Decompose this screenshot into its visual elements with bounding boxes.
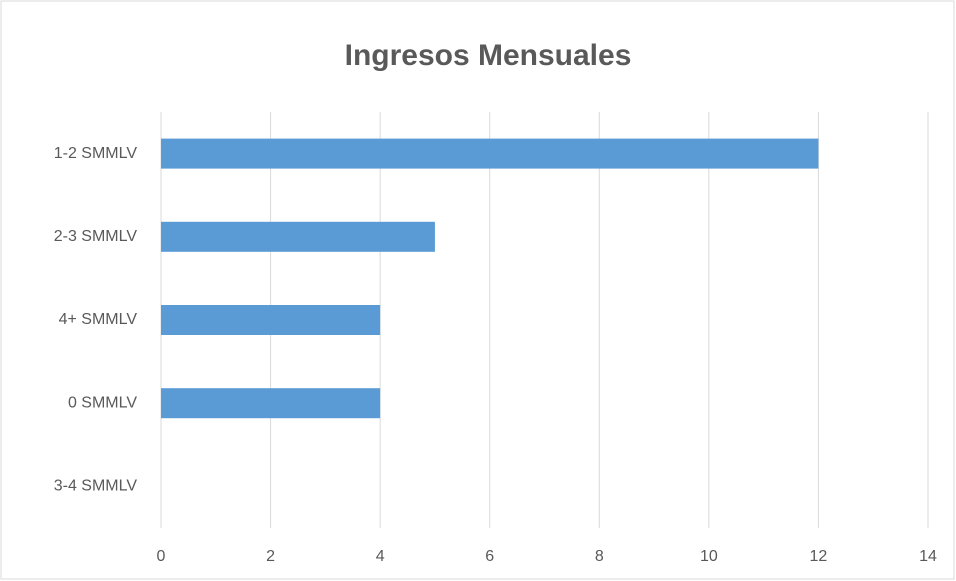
chart-title: Ingresos Mensuales [345,39,632,72]
x-tick-label: 10 [700,548,718,565]
bar [161,138,819,169]
y-tick-label: 0 SMMLV [68,394,137,411]
x-tick-label: 2 [266,548,275,565]
y-tick-label: 3-4 SMMLV [54,478,138,495]
y-tick-label: 1-2 SMMLV [54,145,138,162]
bar [161,305,381,335]
x-tick-label: 6 [485,548,494,565]
x-tick-label: 0 [157,548,166,565]
bar [161,221,435,252]
x-tick-label: 8 [595,548,604,565]
x-tick-label: 4 [376,548,385,565]
x-tick-label: 12 [810,548,828,565]
y-tick-label: 4+ SMMLV [59,311,138,328]
y-tick-label: 2-3 SMMLV [54,228,138,245]
x-tick-label: 14 [919,548,937,565]
bar [161,388,381,419]
